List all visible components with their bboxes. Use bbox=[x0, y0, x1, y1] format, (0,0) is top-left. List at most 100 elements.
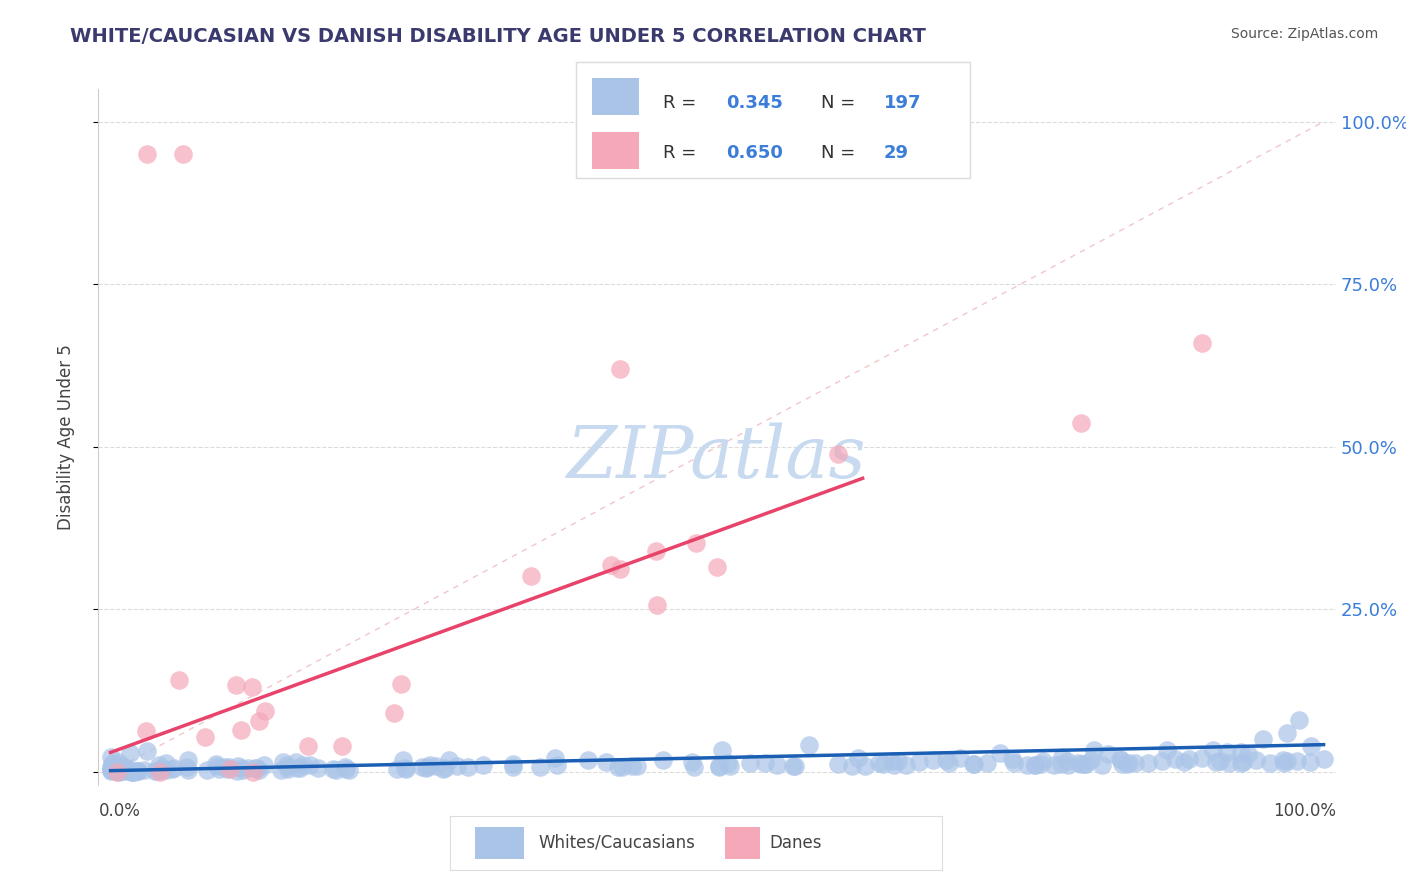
Point bbox=[529, 760, 551, 774]
Point bbox=[1272, 753, 1295, 767]
Point bbox=[645, 544, 668, 558]
Point bbox=[104, 762, 127, 776]
Text: N =: N = bbox=[821, 94, 860, 112]
Point bbox=[425, 759, 447, 773]
Point bbox=[681, 755, 703, 769]
Point bbox=[711, 743, 734, 757]
Text: 197: 197 bbox=[883, 94, 921, 112]
Point bbox=[709, 759, 731, 773]
Point bbox=[685, 536, 707, 550]
Point bbox=[432, 762, 454, 776]
Point bbox=[1118, 756, 1140, 770]
Point bbox=[1067, 756, 1090, 770]
Point bbox=[118, 746, 141, 760]
Point bbox=[176, 760, 198, 774]
Point bbox=[502, 760, 524, 774]
Point bbox=[307, 760, 329, 774]
Point bbox=[882, 754, 904, 768]
Point bbox=[104, 762, 127, 776]
Text: Whites/Caucasians: Whites/Caucasians bbox=[538, 834, 696, 852]
Point bbox=[1205, 756, 1227, 770]
Point bbox=[718, 758, 741, 772]
FancyBboxPatch shape bbox=[592, 78, 640, 114]
Point bbox=[114, 762, 136, 776]
Point bbox=[100, 761, 122, 775]
Point bbox=[1301, 739, 1323, 753]
Point bbox=[104, 763, 127, 777]
Point bbox=[1080, 753, 1102, 767]
FancyBboxPatch shape bbox=[725, 827, 759, 859]
FancyBboxPatch shape bbox=[592, 132, 640, 169]
Point bbox=[1029, 756, 1052, 771]
Point bbox=[1251, 732, 1274, 747]
Point bbox=[292, 758, 315, 772]
Point bbox=[1024, 758, 1046, 772]
Point bbox=[1191, 336, 1213, 351]
Point bbox=[127, 764, 149, 779]
Point bbox=[868, 756, 890, 770]
Point bbox=[1097, 747, 1119, 761]
Point bbox=[595, 756, 617, 770]
Point bbox=[226, 759, 249, 773]
Point bbox=[1056, 757, 1078, 772]
Point bbox=[1032, 754, 1054, 768]
Point bbox=[100, 764, 122, 778]
Point bbox=[502, 756, 524, 771]
Point bbox=[1215, 746, 1237, 760]
Point bbox=[225, 678, 247, 692]
Point bbox=[322, 763, 344, 777]
Point bbox=[765, 758, 787, 772]
Point bbox=[846, 751, 869, 765]
Point bbox=[797, 739, 820, 753]
Text: N =: N = bbox=[821, 144, 860, 161]
Point bbox=[240, 680, 263, 694]
Point bbox=[706, 560, 728, 574]
Point bbox=[108, 764, 131, 779]
Point bbox=[963, 757, 986, 772]
Point bbox=[149, 764, 172, 779]
Point bbox=[416, 760, 439, 774]
Point bbox=[1285, 754, 1308, 768]
Point bbox=[1056, 754, 1078, 768]
Point bbox=[232, 763, 254, 777]
Point bbox=[1043, 757, 1066, 772]
Point bbox=[290, 761, 312, 775]
Text: Danes: Danes bbox=[769, 834, 823, 852]
Point bbox=[520, 568, 543, 582]
Point bbox=[121, 764, 143, 779]
Point bbox=[177, 763, 200, 777]
Point bbox=[254, 704, 277, 718]
Point bbox=[100, 762, 122, 776]
Point bbox=[1258, 756, 1281, 770]
Point bbox=[782, 759, 804, 773]
Point bbox=[1178, 752, 1201, 766]
Point bbox=[1111, 753, 1133, 767]
Point bbox=[125, 764, 148, 778]
Point bbox=[115, 764, 138, 778]
Text: 100.0%: 100.0% bbox=[1272, 802, 1336, 820]
Point bbox=[101, 762, 124, 776]
Point bbox=[976, 756, 998, 770]
Point bbox=[437, 753, 460, 767]
Text: Source: ZipAtlas.com: Source: ZipAtlas.com bbox=[1230, 27, 1378, 41]
Point bbox=[652, 753, 675, 767]
Point bbox=[101, 763, 124, 777]
Point bbox=[392, 753, 415, 767]
Point bbox=[921, 753, 943, 767]
Point bbox=[112, 764, 135, 778]
Point bbox=[271, 756, 294, 770]
Point bbox=[1073, 757, 1095, 772]
Point bbox=[1024, 757, 1046, 772]
Point bbox=[883, 758, 905, 772]
Point bbox=[148, 757, 170, 772]
Point bbox=[246, 761, 269, 775]
Point bbox=[117, 764, 139, 778]
Point bbox=[1083, 743, 1105, 757]
Point bbox=[1202, 743, 1225, 757]
Point bbox=[103, 756, 125, 771]
Point bbox=[1230, 745, 1253, 759]
Point bbox=[1275, 726, 1298, 740]
Point bbox=[325, 763, 347, 777]
Point bbox=[205, 757, 228, 772]
Point bbox=[112, 764, 135, 778]
